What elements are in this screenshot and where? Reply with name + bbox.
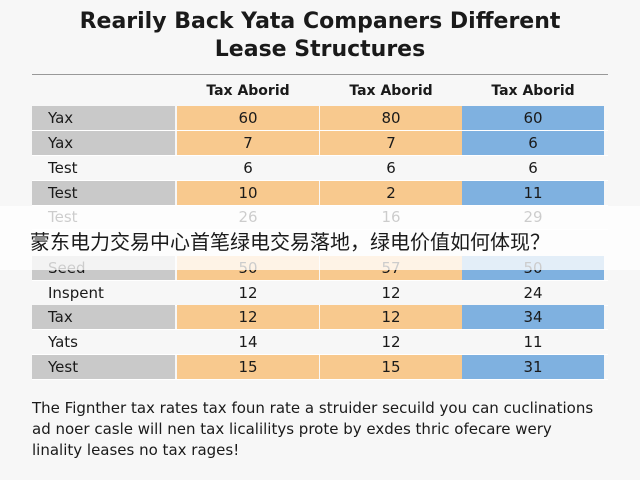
banner: 蒙东电力交易中心首笔绿电交易落地，绿电价值如何体现？	[0, 206, 640, 270]
header-row: Tax Aborid Tax Aborid Tax Aborid	[32, 79, 608, 105]
table-row: Yats 14 12 11	[32, 330, 608, 355]
cell-value: 34	[462, 305, 604, 329]
cell-value: 60	[462, 106, 604, 130]
cell-value: 12	[381, 284, 401, 302]
cell-value: 6	[243, 159, 253, 177]
cell-value: 60	[177, 106, 319, 130]
cell-value: 12	[238, 284, 258, 302]
table: Tax Aborid Tax Aborid Tax Aborid Yax 60 80 60 Y…	[32, 74, 608, 380]
cell-value: 2	[320, 181, 462, 205]
row-label: Test	[48, 159, 78, 177]
cell-value: 14	[238, 333, 258, 351]
cell-value: 6	[462, 131, 604, 155]
column-header: Tax Aborid	[206, 83, 290, 99]
row-label: Yax	[32, 106, 175, 130]
table-row: Inspent 12 12 24	[32, 281, 608, 306]
table-row: Test 10 2 11	[32, 181, 608, 206]
cell-value: 12	[381, 333, 401, 351]
cell-value: 10	[177, 181, 319, 205]
cell-value: 7	[320, 131, 462, 155]
table-row: Yax 7 7 6	[32, 131, 608, 156]
cell-value: 24	[523, 284, 543, 302]
title: Rearily Back Yata Companers Different Le…	[79, 9, 561, 62]
column-header: Tax Aborid	[349, 83, 433, 99]
cell-value: 6	[386, 159, 396, 177]
table-row: Yest 15 15 31	[32, 355, 608, 380]
cell-value: 12	[177, 305, 319, 329]
row-label: Inspent	[48, 284, 104, 302]
table-row: Tax 12 12 34	[32, 305, 608, 330]
table-row: Yax 60 80 60	[32, 106, 608, 131]
cell-value: 11	[462, 181, 604, 205]
cell-value: 11	[523, 333, 543, 351]
cell-value: 15	[177, 355, 319, 379]
footer-text: The Fignther tax rates tax foun rate a s…	[32, 399, 594, 459]
row-label: Yax	[32, 131, 175, 155]
cell-value: 15	[320, 355, 462, 379]
cell-value: 31	[462, 355, 604, 379]
row-label: Yest	[32, 355, 175, 379]
cell-value: 6	[528, 159, 538, 177]
cell-value: 7	[177, 131, 319, 155]
cell-value: 80	[320, 106, 462, 130]
row-label: Test	[32, 181, 175, 205]
row-label: Yats	[48, 333, 78, 351]
cell-value: 12	[320, 305, 462, 329]
row-label: Tax	[32, 305, 175, 329]
table-row: Test 6 6 6	[32, 156, 608, 181]
column-header: Tax Aborid	[491, 83, 575, 99]
banner-text: 蒙东电力交易中心首笔绿电交易落地，绿电价值如何体现？	[30, 230, 550, 254]
